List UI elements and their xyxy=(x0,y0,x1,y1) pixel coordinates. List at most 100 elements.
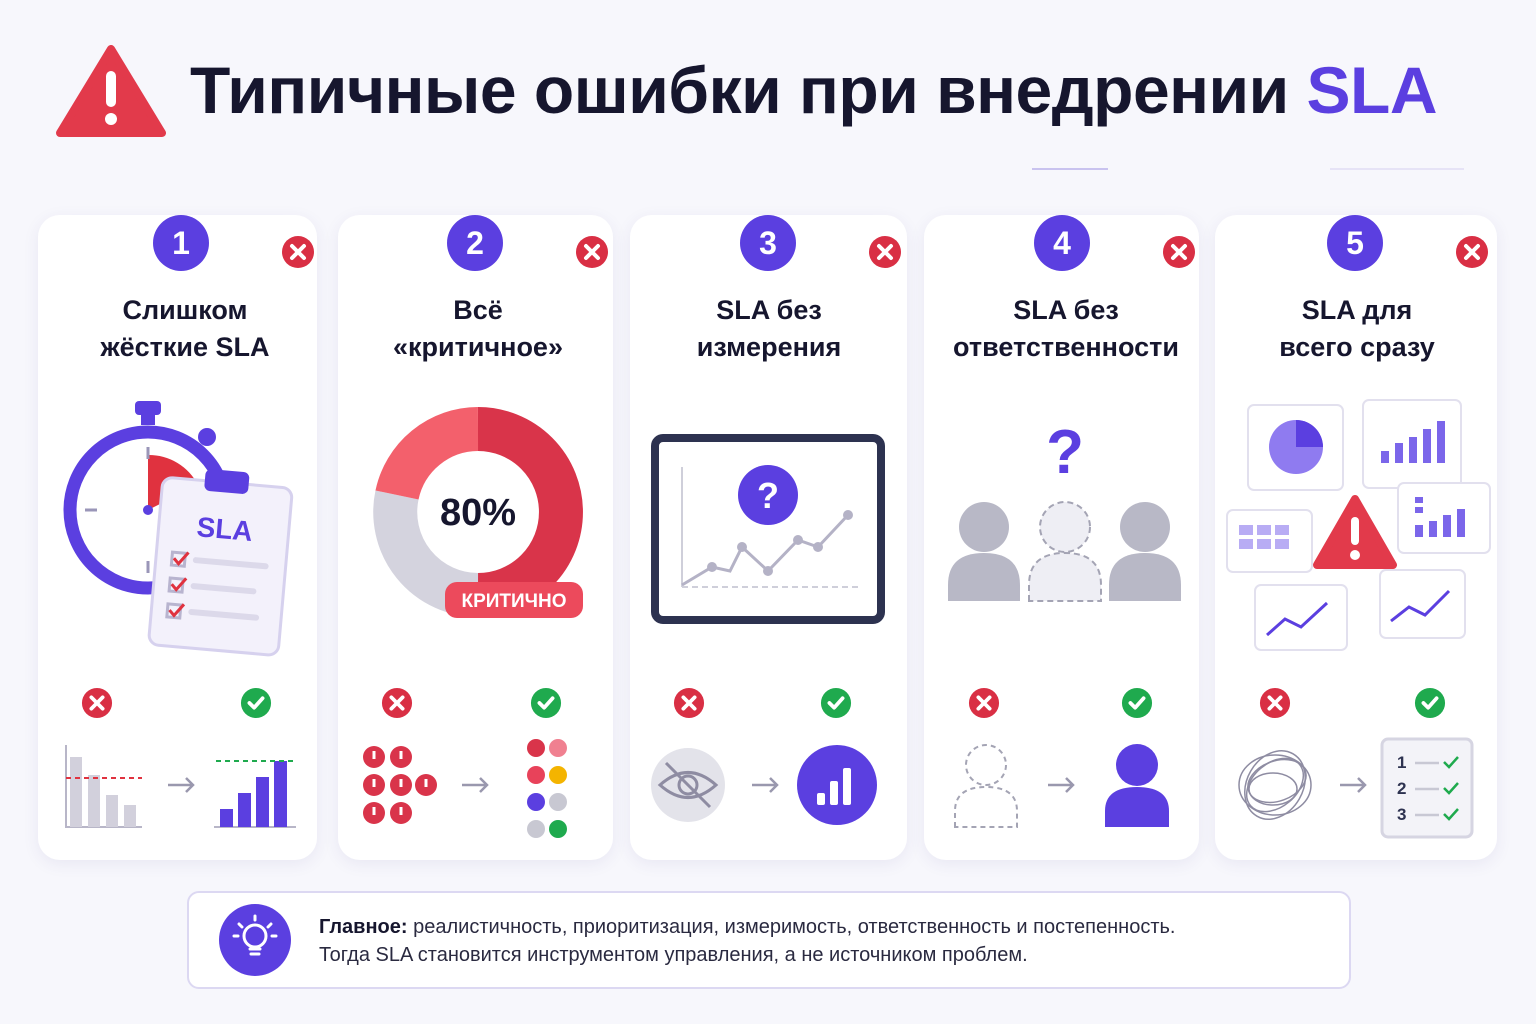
dashboards-part xyxy=(1266,601,1329,637)
card-number: 1 xyxy=(172,225,190,261)
card-art: 1 Слишком жёсткие SLA SLA xyxy=(63,215,315,828)
card-title: измерения xyxy=(697,332,842,362)
clipboard-part-part xyxy=(167,576,185,594)
dashboards-part-part xyxy=(1437,421,1445,463)
card-title: жёсткие SLA xyxy=(99,332,269,362)
ok-icon xyxy=(1121,687,1153,719)
dashboards-part-part xyxy=(1415,497,1423,503)
clipboard-part-part xyxy=(188,557,269,621)
donut-label: 80% xyxy=(440,492,516,534)
bars-ok-part xyxy=(220,809,233,827)
bars-ok-part xyxy=(274,761,287,827)
dashboards-part-part xyxy=(1275,539,1289,549)
question-mark: ? xyxy=(1046,418,1084,487)
dashboards-part-part xyxy=(1423,429,1431,463)
checklist-number: 2 xyxy=(1397,779,1406,798)
clipboard-part xyxy=(204,469,250,494)
dashboards xyxy=(1226,399,1491,651)
arrow xyxy=(1340,777,1367,793)
no-owner-part xyxy=(954,785,1018,828)
divider xyxy=(1032,168,1464,170)
clipboard: SLA xyxy=(147,469,294,657)
chaos-part xyxy=(1238,754,1312,816)
stopwatch-part xyxy=(85,447,211,573)
people-part xyxy=(959,502,1009,552)
bars-ok-part xyxy=(256,777,269,827)
card: 1 Слишком жёсткие SLA SLA xyxy=(38,215,317,860)
bars-too-strict-part xyxy=(88,775,100,827)
dashboards-part-part xyxy=(1275,525,1289,535)
metrics-icon-part xyxy=(817,793,825,805)
card-title: ответственности xyxy=(953,332,1179,362)
page-title: Типичные ошибки при внедрении SLA xyxy=(190,52,1438,128)
clipboard-part-part xyxy=(165,602,183,620)
card-title: SLA для xyxy=(1302,295,1413,325)
summary-text: Главное: реалистичность, приоритизация, … xyxy=(319,913,1175,969)
title-text: Типичные ошибки при внедрении xyxy=(190,53,1289,127)
arrow xyxy=(462,777,489,793)
owner-part xyxy=(1105,787,1169,827)
card-art: 5 SLA для всего сразу 1 2 3 xyxy=(1226,215,1491,839)
dashboards-part-part xyxy=(1239,539,1253,549)
no-metrics-icon-part xyxy=(677,774,699,796)
summary-line: Тогда SLA становится инструментом управл… xyxy=(319,944,1028,966)
error-icon xyxy=(575,235,609,269)
warning-icon xyxy=(56,45,166,137)
card: 4 SLA без ответственности ? xyxy=(924,215,1199,860)
dashboards-part-part xyxy=(1257,525,1271,535)
dashboards-part-part xyxy=(1257,539,1271,549)
all-critical-dots-part xyxy=(372,751,428,815)
ok-icon xyxy=(820,687,852,719)
prioritized-dots-part xyxy=(527,820,545,838)
dashboards-part xyxy=(1381,421,1465,537)
ok-icon xyxy=(240,687,272,719)
error-icon xyxy=(868,235,902,269)
checklist-marks-part xyxy=(1443,756,1459,821)
metrics-icon xyxy=(797,745,877,825)
donut-part xyxy=(375,407,479,501)
summary-box: Главное: реалистичность, приоритизация, … xyxy=(187,891,1351,989)
clipboard-part-part xyxy=(169,550,188,568)
arrow xyxy=(168,777,195,793)
checklist-marks-part xyxy=(1415,761,1439,817)
summary-lead: Главное: xyxy=(319,916,408,938)
question-circle xyxy=(738,465,798,525)
prioritized-dots-part xyxy=(549,820,567,838)
prioritized-dots-part xyxy=(527,739,545,757)
summary-line: реалистичность, приоритизация, измеримос… xyxy=(413,916,1176,938)
badge-label: КРИТИЧНО xyxy=(461,591,566,612)
card: 3 SLA без измерения ? xyxy=(630,215,907,860)
warning-icon-part xyxy=(105,113,117,125)
card-title: SLA без xyxy=(716,295,822,325)
dashboards-part-part xyxy=(1415,507,1423,513)
bars-ok-part xyxy=(238,793,251,827)
no-metrics-icon xyxy=(651,748,725,822)
dashboards-part xyxy=(1390,589,1451,623)
bars-ok xyxy=(214,760,296,828)
dashboards-part-part xyxy=(1429,521,1437,537)
error-icon xyxy=(281,235,315,269)
owner xyxy=(1105,744,1169,827)
card: 5 SLA для всего сразу 1 2 3 xyxy=(1215,215,1497,860)
ok-icon xyxy=(1414,687,1446,719)
dashboards-part-part xyxy=(1379,569,1466,639)
line-chart xyxy=(681,467,858,588)
line-chart-part-part xyxy=(813,542,823,552)
error-icon xyxy=(1162,235,1196,269)
warning-icon-part xyxy=(106,71,116,107)
prioritized-dots-part xyxy=(549,793,567,811)
error-icon xyxy=(1259,687,1291,719)
arrow xyxy=(1048,777,1075,793)
no-owner-part xyxy=(965,744,1007,786)
card-title: всего сразу xyxy=(1279,332,1434,362)
bulb-icon xyxy=(219,904,291,976)
card-title: Слишком xyxy=(122,295,247,325)
dashboards-part-part xyxy=(1239,525,1253,535)
people-part xyxy=(948,553,1020,601)
card-number: 4 xyxy=(1053,225,1071,261)
question-mark: ? xyxy=(757,475,779,516)
card-art: 2 Всё «критичное» 80% КРИТИЧНО xyxy=(363,215,609,838)
bars-too-strict-part xyxy=(124,805,136,827)
owner-part xyxy=(1116,744,1158,786)
line-chart-part-part xyxy=(707,562,717,572)
